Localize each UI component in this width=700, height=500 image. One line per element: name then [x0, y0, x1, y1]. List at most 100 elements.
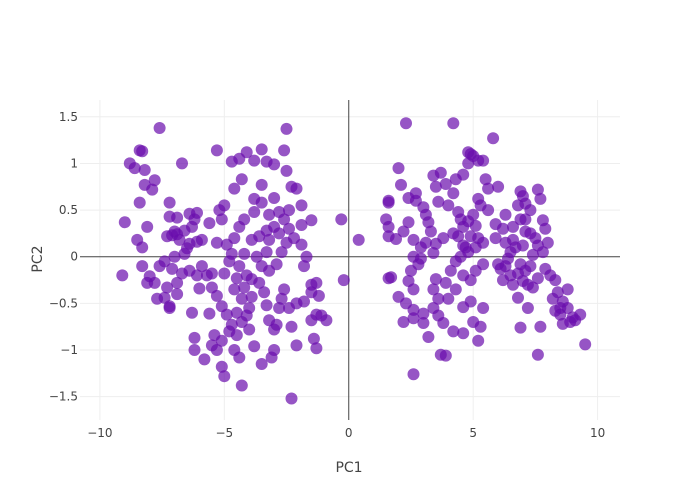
data-point [230, 272, 243, 285]
data-point [178, 247, 191, 260]
data-point [531, 272, 544, 285]
data-point [432, 195, 445, 208]
data-point [417, 307, 430, 320]
x-tick-labels: −10 −5 0 5 10 [87, 426, 605, 440]
data-point [238, 213, 251, 226]
data-point [422, 216, 435, 229]
data-point [439, 178, 452, 190]
data-point [529, 232, 542, 245]
data-point [176, 157, 188, 170]
data-point [195, 233, 208, 246]
data-point [215, 334, 228, 347]
data-point [161, 281, 174, 294]
data-point [171, 288, 184, 301]
data-point [337, 274, 350, 287]
data-point [469, 264, 482, 277]
data-point [186, 306, 198, 319]
data-point [444, 264, 457, 277]
data-point [136, 145, 149, 158]
y-tick-label: 0.5 [59, 203, 78, 217]
data-point [479, 173, 492, 186]
data-point [240, 146, 253, 159]
data-point [307, 332, 320, 345]
data-point [163, 196, 176, 209]
data-point [136, 241, 149, 254]
data-point [561, 283, 574, 296]
data-point [414, 252, 427, 265]
data-point [210, 144, 223, 157]
data-point [228, 283, 241, 296]
data-point [260, 246, 273, 259]
data-point [454, 250, 467, 263]
data-point [382, 194, 395, 207]
data-point [477, 302, 490, 314]
data-point [472, 334, 485, 347]
data-point [171, 276, 184, 289]
data-point [447, 187, 460, 200]
data-point [205, 267, 218, 280]
data-point [210, 236, 223, 249]
data-point [298, 260, 310, 273]
data-point [494, 262, 507, 275]
data-point [507, 220, 519, 233]
y-tick-label: −1.5 [49, 390, 78, 404]
data-point [163, 302, 176, 314]
data-point [248, 340, 261, 353]
data-point [419, 236, 432, 249]
data-point [472, 192, 485, 205]
data-point [407, 368, 420, 381]
data-point [457, 168, 470, 181]
data-point [390, 233, 402, 245]
data-point [270, 318, 283, 331]
data-point [407, 233, 420, 246]
data-point [298, 295, 310, 308]
data-point [452, 206, 465, 218]
y-axis-title: PC2 [30, 245, 46, 272]
data-point [516, 239, 529, 252]
data-point [146, 183, 159, 196]
data-point [457, 220, 470, 233]
data-point [230, 329, 243, 342]
data-point [407, 303, 420, 316]
data-point [268, 158, 281, 171]
data-point [285, 320, 298, 333]
data-point [268, 192, 281, 204]
data-point [198, 353, 211, 366]
data-point [280, 236, 293, 249]
data-point [243, 302, 256, 314]
data-point [143, 270, 156, 283]
data-point [273, 302, 286, 314]
data-point [514, 258, 527, 271]
y-tick-label: 1.5 [59, 110, 78, 124]
data-point [437, 317, 450, 329]
data-point [531, 348, 544, 361]
data-point [407, 312, 420, 325]
data-point [310, 276, 323, 289]
data-point [265, 351, 278, 364]
data-point [432, 292, 445, 305]
data-point [188, 331, 201, 344]
data-point [290, 182, 303, 195]
data-point [499, 208, 512, 221]
data-point [492, 180, 505, 193]
data-point [255, 143, 268, 156]
data-point [512, 199, 524, 212]
data-point [138, 164, 151, 176]
data-point [283, 222, 295, 235]
data-point [235, 292, 248, 305]
data-point [447, 325, 460, 338]
data-point [442, 199, 455, 212]
data-point [171, 228, 184, 241]
data-point [153, 122, 166, 134]
data-point [442, 292, 455, 305]
data-point [238, 247, 251, 260]
x-tick-label: −5 [215, 426, 233, 440]
data-point [541, 236, 554, 249]
data-point [218, 199, 231, 212]
data-point [497, 222, 509, 235]
data-point [171, 211, 184, 224]
data-point [290, 339, 303, 352]
data-point [230, 306, 243, 319]
data-point [248, 206, 261, 218]
